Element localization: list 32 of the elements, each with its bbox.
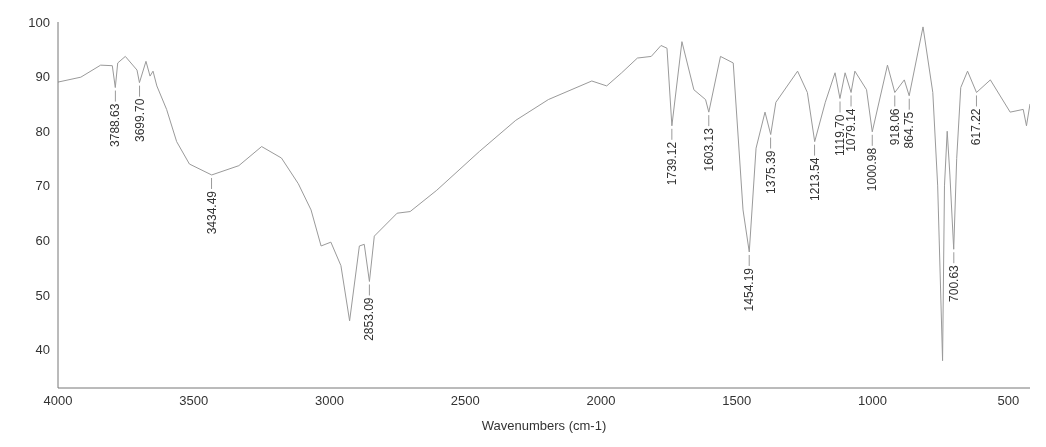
annotation: 1000.98 xyxy=(865,147,880,192)
y-tick-label: 40 xyxy=(35,342,50,358)
x-tick-label: 1000 xyxy=(858,393,887,409)
annotation: 864.75 xyxy=(902,111,917,149)
x-tick-label: 2000 xyxy=(586,393,616,409)
annotation: 1603.13 xyxy=(701,127,716,172)
x-tick-label: 3000 xyxy=(315,393,344,409)
x-tick-label: 2500 xyxy=(450,393,480,409)
y-tick-label: 60 xyxy=(35,233,50,249)
annotation: 1079.14 xyxy=(844,108,859,152)
y-tick-label: 100 xyxy=(28,14,50,30)
annotation: 3699.70 xyxy=(132,98,147,143)
x-tick-label: 3500 xyxy=(179,393,209,409)
y-tick-label: 90 xyxy=(35,69,50,85)
annotation: 617.22 xyxy=(969,108,984,146)
y-tick-label: 80 xyxy=(35,123,50,139)
annotation: 3788.63 xyxy=(108,103,123,147)
annotation: 2853.09 xyxy=(362,297,377,341)
annotation: 1213.54 xyxy=(807,157,822,202)
y-tick-label: 70 xyxy=(35,178,50,194)
annotation: 918.06 xyxy=(887,108,902,146)
x-tick-label: 4000 xyxy=(43,393,73,409)
x-tick-label: 1500 xyxy=(722,393,752,409)
annotation: 3434.49 xyxy=(204,190,219,235)
y-tick-label: 50 xyxy=(35,287,50,303)
x-axis-title: Wavenumbers (cm-1) xyxy=(481,418,607,433)
annotation: 1739.12 xyxy=(664,141,679,186)
x-tick-label: 500 xyxy=(997,393,1020,409)
annotation: 700.63 xyxy=(946,264,961,302)
annotation: 1454.19 xyxy=(742,267,757,312)
line-series xyxy=(58,26,1030,362)
annotation: 1375.39 xyxy=(763,150,778,194)
